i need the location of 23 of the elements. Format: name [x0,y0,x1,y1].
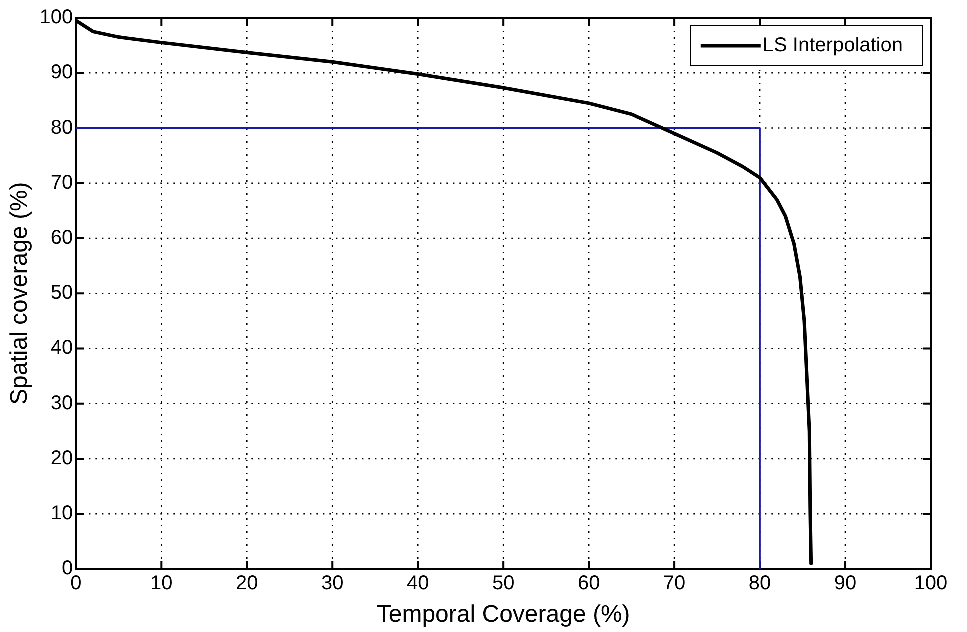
y-tick-label: 70 [50,172,74,194]
x-tick-label: 40 [406,572,430,595]
y-tick-label: 10 [50,502,74,525]
y-axis-title: Spatial coverage (%) [6,182,34,405]
legend-label: LS Interpolation [762,34,904,57]
y-tick-label: 100 [40,6,74,29]
y-tick-label: 20 [50,447,74,470]
x-tick-label: 60 [578,572,600,595]
y-tick-label: 60 [50,226,74,249]
x-tick-label: 90 [834,572,857,595]
x-tick-label: 70 [663,572,686,595]
x-tick-label: 30 [321,572,344,595]
x-tick-label: 10 [150,572,173,595]
y-tick-label: 40 [50,337,74,360]
x-tick-label: 80 [748,572,772,595]
y-tick-label: 30 [50,392,74,414]
x-tick-label: 100 [914,572,948,595]
x-axis-title: Temporal Coverage (%) [376,601,630,628]
y-tick-label: 80 [50,116,74,139]
x-tick-label: 50 [492,572,515,595]
x-tick-label: 20 [236,572,258,595]
y-tick-label: 50 [50,282,74,304]
y-tick-label: 90 [50,62,74,84]
